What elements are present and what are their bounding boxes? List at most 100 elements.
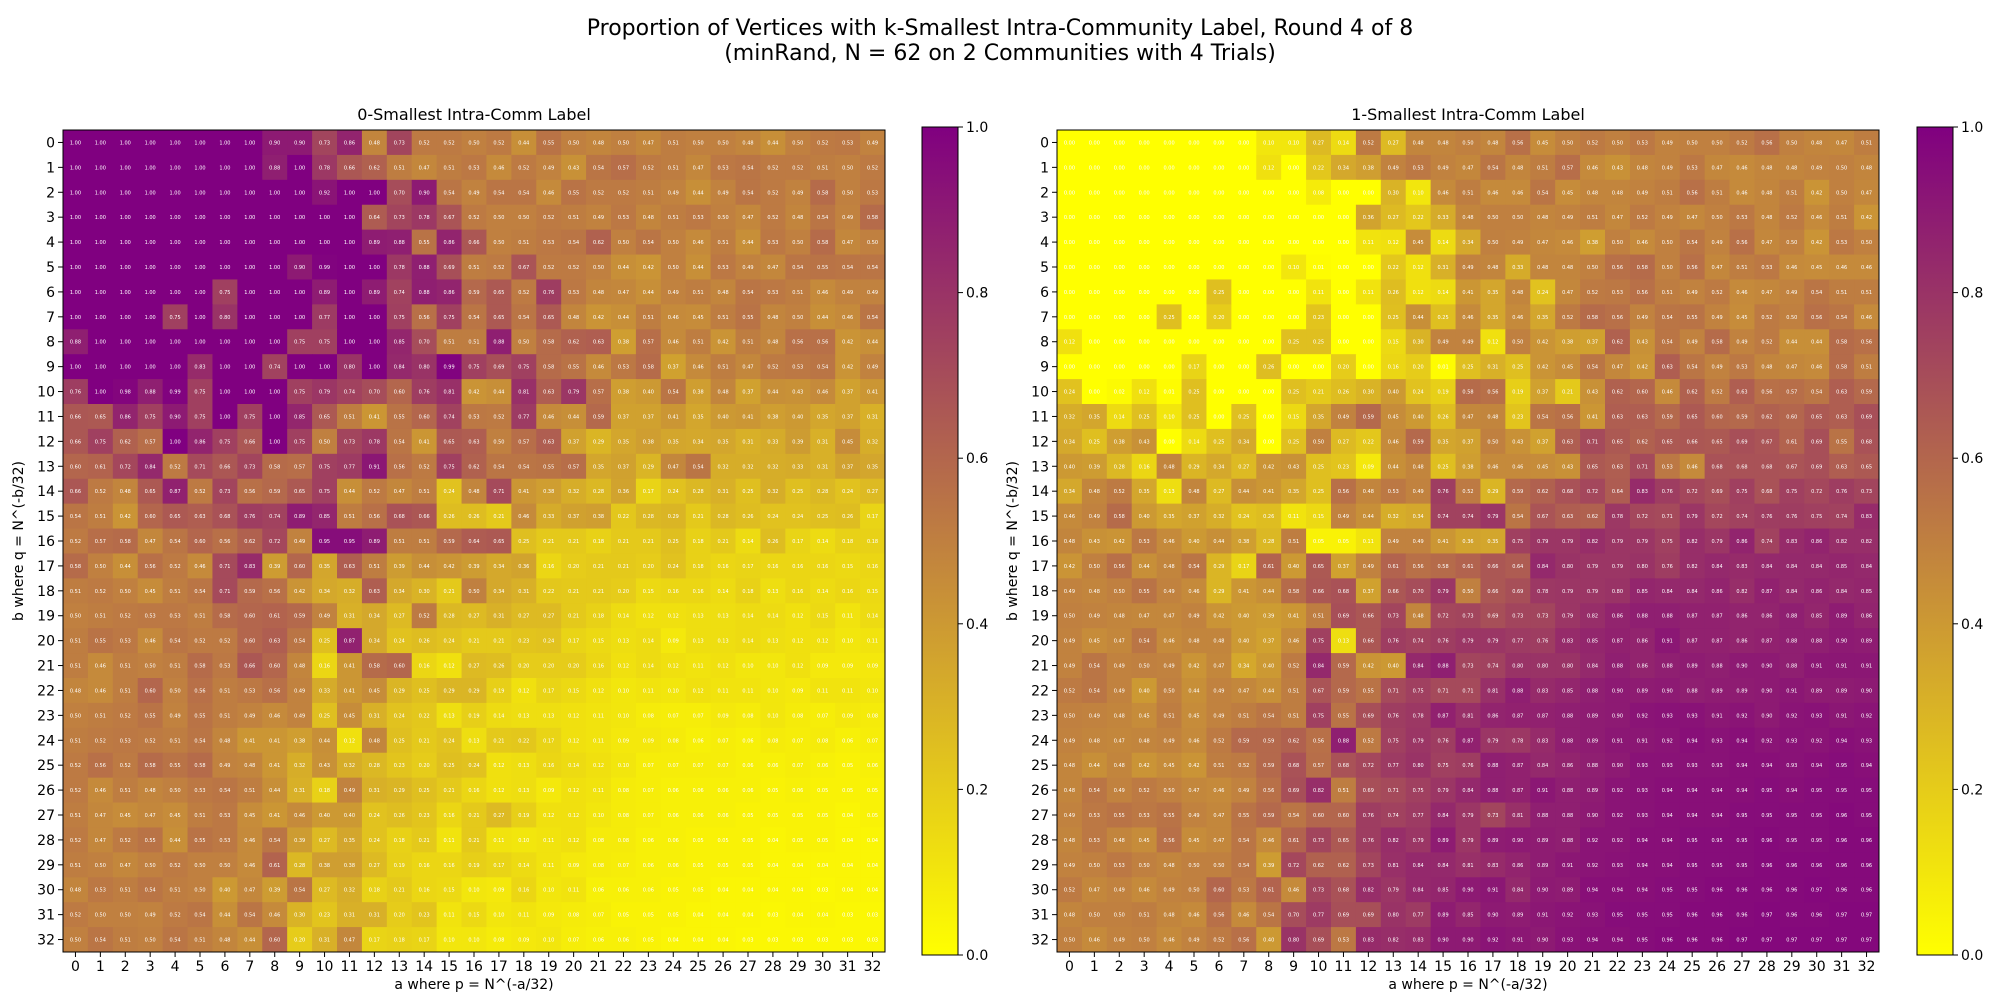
cell-value-label: 0.50: [70, 938, 81, 944]
cell-value-label: 0.47: [244, 888, 255, 894]
heatmap-cell: [710, 528, 737, 554]
cell-value-label: 0.55: [543, 464, 554, 470]
cell-value-label: 0.32: [344, 763, 355, 769]
heatmap-cell: [411, 379, 438, 405]
cell-value-label: 1.00: [244, 315, 255, 321]
heatmap-cell: [536, 628, 562, 654]
cell-value-label: 0.90: [1836, 639, 1847, 645]
cell-value-label: 0.00: [1188, 215, 1199, 221]
cell-value-label: 0.39: [269, 564, 280, 570]
heatmap-cell: [611, 503, 637, 530]
cell-value-label: 0.76: [1388, 713, 1399, 719]
cell-value-label: 0.59: [1263, 763, 1274, 769]
heatmap-cell: [212, 503, 238, 530]
cell-value-label: 0.00: [1164, 140, 1175, 146]
heatmap-cell: [860, 603, 886, 629]
cell-value-label: 0.16: [543, 763, 554, 769]
y-tick-label: 15: [1031, 509, 1049, 525]
cell-value-label: 0.46: [1512, 190, 1523, 196]
cell-value-label: 0.27: [1388, 215, 1399, 221]
cell-value-label: 0.27: [319, 838, 330, 844]
cell-value-label: 0.34: [369, 639, 380, 645]
heatmap-cell: [486, 179, 512, 206]
cell-value-label: 1.00: [70, 290, 81, 296]
cell-value-label: 0.94: [1736, 738, 1747, 744]
cell-value-label: 0.27: [1313, 140, 1324, 146]
cell-value-label: 0.47: [120, 863, 131, 869]
cell-value-label: 0.54: [145, 888, 156, 894]
cell-value-label: 0.50: [1587, 265, 1598, 271]
cell-value-label: 0.77: [319, 315, 330, 321]
cell-value-label: 0.79: [319, 390, 330, 396]
cell-value-label: 0.91: [1512, 938, 1523, 944]
cell-value-label: 0.65: [1662, 439, 1673, 445]
cell-value-label: 0.00: [1263, 439, 1274, 445]
heatmap-cell: [287, 229, 313, 256]
cell-value-label: 0.48: [718, 390, 729, 396]
heatmap-cell: [461, 254, 487, 280]
heatmap-cell: [511, 453, 537, 480]
heatmap-cell: [586, 254, 612, 280]
heatmap-cell: [611, 254, 637, 280]
x-tick-label: 30: [1808, 959, 1826, 975]
y-tick-label: 31: [37, 908, 55, 924]
cell-value-label: 0.47: [1164, 614, 1175, 620]
cell-value-label: 0.13: [618, 639, 629, 645]
cell-value-label: 0.54: [1238, 863, 1249, 869]
cell-value-label: 0.47: [1213, 838, 1224, 844]
heatmap-cell: [411, 478, 438, 505]
cell-value-label: 0.46: [668, 315, 679, 321]
cell-value-label: 0.39: [1263, 863, 1274, 869]
cell-value-label: 0.53: [618, 365, 629, 371]
cell-value-label: 0.42: [444, 564, 455, 570]
cell-value-label: 0.88: [419, 265, 430, 271]
heatmap-cell: [262, 229, 288, 256]
cell-value-label: 0.26: [493, 664, 504, 670]
cell-value-label: 0.65: [294, 489, 305, 495]
cell-value-label: 0.89: [1587, 788, 1598, 794]
cell-value-label: 0.52: [867, 165, 878, 171]
heatmap-cell: [586, 553, 612, 579]
heatmap-cell: [486, 229, 512, 256]
heatmap-cell: [486, 304, 512, 330]
cell-value-label: 0.92: [1612, 813, 1623, 819]
cell-value-label: 0.63: [468, 439, 479, 445]
cell-value-label: 0.51: [468, 265, 479, 271]
cell-value-label: 0.05: [693, 888, 704, 894]
cell-value-label: 0.08: [742, 713, 753, 719]
cell-value-label: 0.51: [419, 489, 430, 495]
cell-value-label: 0.60: [269, 664, 280, 670]
y-tick-label: 32: [37, 933, 55, 949]
heatmap-cell: [312, 130, 338, 156]
cell-value-label: 0.84: [1712, 564, 1723, 570]
cell-value-label: 0.42: [1114, 539, 1125, 545]
cell-value-label: 0.51: [1861, 365, 1872, 371]
heatmap-cell: [162, 154, 189, 181]
cell-value-label: 0.48: [1089, 489, 1100, 495]
cell-value-label: 0.00: [1139, 215, 1150, 221]
heatmap-cell: [735, 453, 761, 480]
cell-value-label: 0.25: [792, 489, 803, 495]
cell-value-label: 0.86: [1712, 589, 1723, 595]
cell-value-label: 0.50: [618, 240, 629, 246]
cell-value-label: 0.42: [1637, 365, 1648, 371]
heatmap-cell: [835, 154, 861, 181]
cell-value-label: 0.40: [1139, 688, 1150, 694]
cell-value-label: 0.31: [718, 489, 729, 495]
cell-value-label: 0.85: [1562, 688, 1573, 694]
cell-value-label: 0.77: [518, 414, 529, 420]
cell-value-label: 0.48: [1213, 639, 1224, 645]
heatmap-cell: [635, 528, 662, 554]
cell-value-label: 1.00: [244, 365, 255, 371]
heatmap-cell: [635, 379, 662, 405]
cell-value-label: 0.51: [742, 340, 753, 346]
heatmap-cell: [337, 254, 363, 280]
heatmap-cell: [162, 553, 189, 579]
heatmap-cell: [486, 279, 512, 305]
heatmap-cell: [162, 478, 189, 505]
cell-value-label: 0.49: [1064, 738, 1075, 744]
cell-value-label: 0.96: [1786, 863, 1797, 869]
cell-value-label: 0.84: [1761, 564, 1772, 570]
cell-value-label: 0.86: [1811, 589, 1822, 595]
cell-value-label: 0.83: [1537, 688, 1548, 694]
